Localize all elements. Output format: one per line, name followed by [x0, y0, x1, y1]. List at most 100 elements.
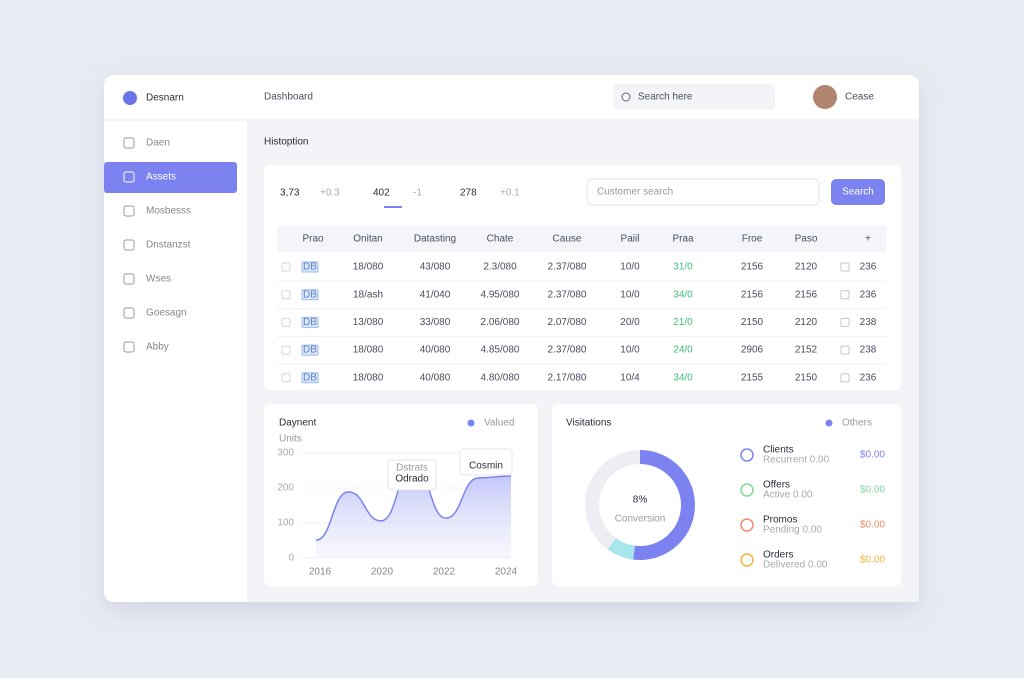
nav-item[interactable]: Abby [146, 342, 169, 353]
row-checkbox[interactable] [281, 317, 291, 327]
tooltip-text: Cosmin [469, 461, 503, 472]
nav-icon [123, 341, 135, 353]
table-cell: 2156 [795, 289, 818, 300]
table-cell: 43/080 [420, 262, 451, 273]
tooltip [459, 448, 513, 476]
list-icon [740, 483, 754, 497]
row-checkbox[interactable] [840, 262, 850, 272]
table-header: + [865, 234, 871, 245]
nav-item[interactable]: Wses [146, 274, 171, 285]
nav-item[interactable]: Dnstanzst [146, 240, 191, 251]
area-legend: Valued [484, 418, 514, 429]
table-cell: 2.37/080 [548, 345, 587, 356]
row-checkbox[interactable] [281, 290, 291, 300]
table-cell: 238 [860, 345, 877, 356]
y-tick-label: 0 [288, 553, 294, 564]
table-cell: 2156 [741, 289, 764, 300]
table-cell: 236 [860, 262, 877, 273]
area-axis-label: Units [279, 434, 302, 445]
row-tag-label: DB [303, 289, 317, 300]
table-cell: 41/040 [420, 289, 451, 300]
table-cell: 2.06/080 [481, 317, 520, 328]
row-checkbox[interactable] [840, 345, 850, 355]
list-sub: Pending 0.00 [763, 525, 822, 536]
legend-dot [825, 419, 833, 427]
filter-button[interactable] [831, 179, 885, 205]
list-sub: Active 0.00 [763, 490, 813, 501]
donut-segment [585, 450, 640, 550]
table-header: Chate [487, 234, 514, 245]
nav-item[interactable]: Goesagn [146, 308, 187, 319]
row-tag [301, 372, 319, 384]
table-cell: 2120 [795, 317, 818, 328]
row-tag [301, 289, 319, 301]
page-title: Histoption [264, 137, 308, 148]
list-value: $0.00 [860, 555, 885, 566]
list-sub: Delivered 0.00 [763, 560, 828, 571]
brand: Desnarn [146, 93, 184, 104]
filter-button-label[interactable]: Search [842, 187, 874, 198]
table-header: Datasting [414, 234, 456, 245]
table-cell: 18/080 [353, 372, 384, 383]
list-value: $0.00 [860, 450, 885, 461]
table-cell: 2155 [741, 372, 764, 383]
table-cell: 10/4 [620, 372, 640, 383]
x-tick-label: 2020 [371, 567, 394, 578]
stat-note: +0.3 [320, 188, 340, 199]
row-checkbox[interactable] [281, 345, 291, 355]
x-tick-label: 2024 [495, 567, 518, 578]
table-cell: 18/ash [353, 289, 383, 300]
donut-card [552, 404, 901, 586]
list-name: Clients [763, 445, 794, 456]
table-cell: 2906 [741, 345, 764, 356]
search-placeholder: Search here [638, 92, 693, 103]
list-icon [740, 518, 754, 532]
row-checkbox[interactable] [840, 290, 850, 300]
nav-active [104, 162, 237, 193]
nav-item[interactable]: Assets [146, 172, 176, 183]
table-cell: 2.07/080 [548, 317, 587, 328]
row-checkbox[interactable] [840, 317, 850, 327]
user-name[interactable]: Cease [845, 92, 874, 103]
table-cell: 18/080 [353, 345, 384, 356]
table-cell: 2150 [741, 317, 764, 328]
area-title: Daynent [279, 418, 316, 429]
table-cell: 2156 [741, 262, 764, 273]
stat-underline [384, 206, 402, 208]
avatar[interactable] [813, 85, 837, 109]
x-tick-label: 2022 [433, 567, 456, 578]
nav-icon [123, 273, 135, 285]
table-header: Praa [672, 234, 694, 245]
nav-item[interactable]: Daen [146, 138, 170, 149]
list-icon [740, 553, 754, 567]
table-cell: 238 [860, 317, 877, 328]
table-cell: 20/0 [620, 317, 640, 328]
x-tick-label: 2016 [309, 567, 332, 578]
table-cell: 2152 [795, 345, 818, 356]
table-cell: 34/0 [673, 289, 693, 300]
table-cell: 4.95/080 [481, 289, 520, 300]
list-value: $0.00 [860, 485, 885, 496]
y-tick-label: 300 [277, 448, 294, 459]
search-box[interactable] [613, 84, 775, 110]
row-tag-label: DB [303, 262, 317, 273]
filter-input[interactable] [586, 178, 820, 206]
table-cell: 31/0 [673, 262, 693, 273]
row-tag-label: DB [303, 317, 317, 328]
tooltip [387, 459, 437, 491]
table-cell: 2.17/080 [548, 372, 587, 383]
donut-segment [607, 538, 635, 560]
table-card [264, 165, 901, 390]
row-checkbox[interactable] [281, 373, 291, 383]
table-cell: 34/0 [673, 372, 693, 383]
list-name: Offers [763, 480, 790, 491]
nav-item[interactable]: Mosbesss [146, 206, 191, 217]
logo [123, 91, 137, 105]
table-cell: 10/0 [620, 289, 640, 300]
y-tick-label: 200 [277, 483, 294, 494]
row-checkbox[interactable] [281, 262, 291, 272]
row-checkbox[interactable] [840, 373, 850, 383]
stat-value: 3,73 [280, 188, 300, 199]
y-tick-label: 100 [277, 518, 294, 529]
